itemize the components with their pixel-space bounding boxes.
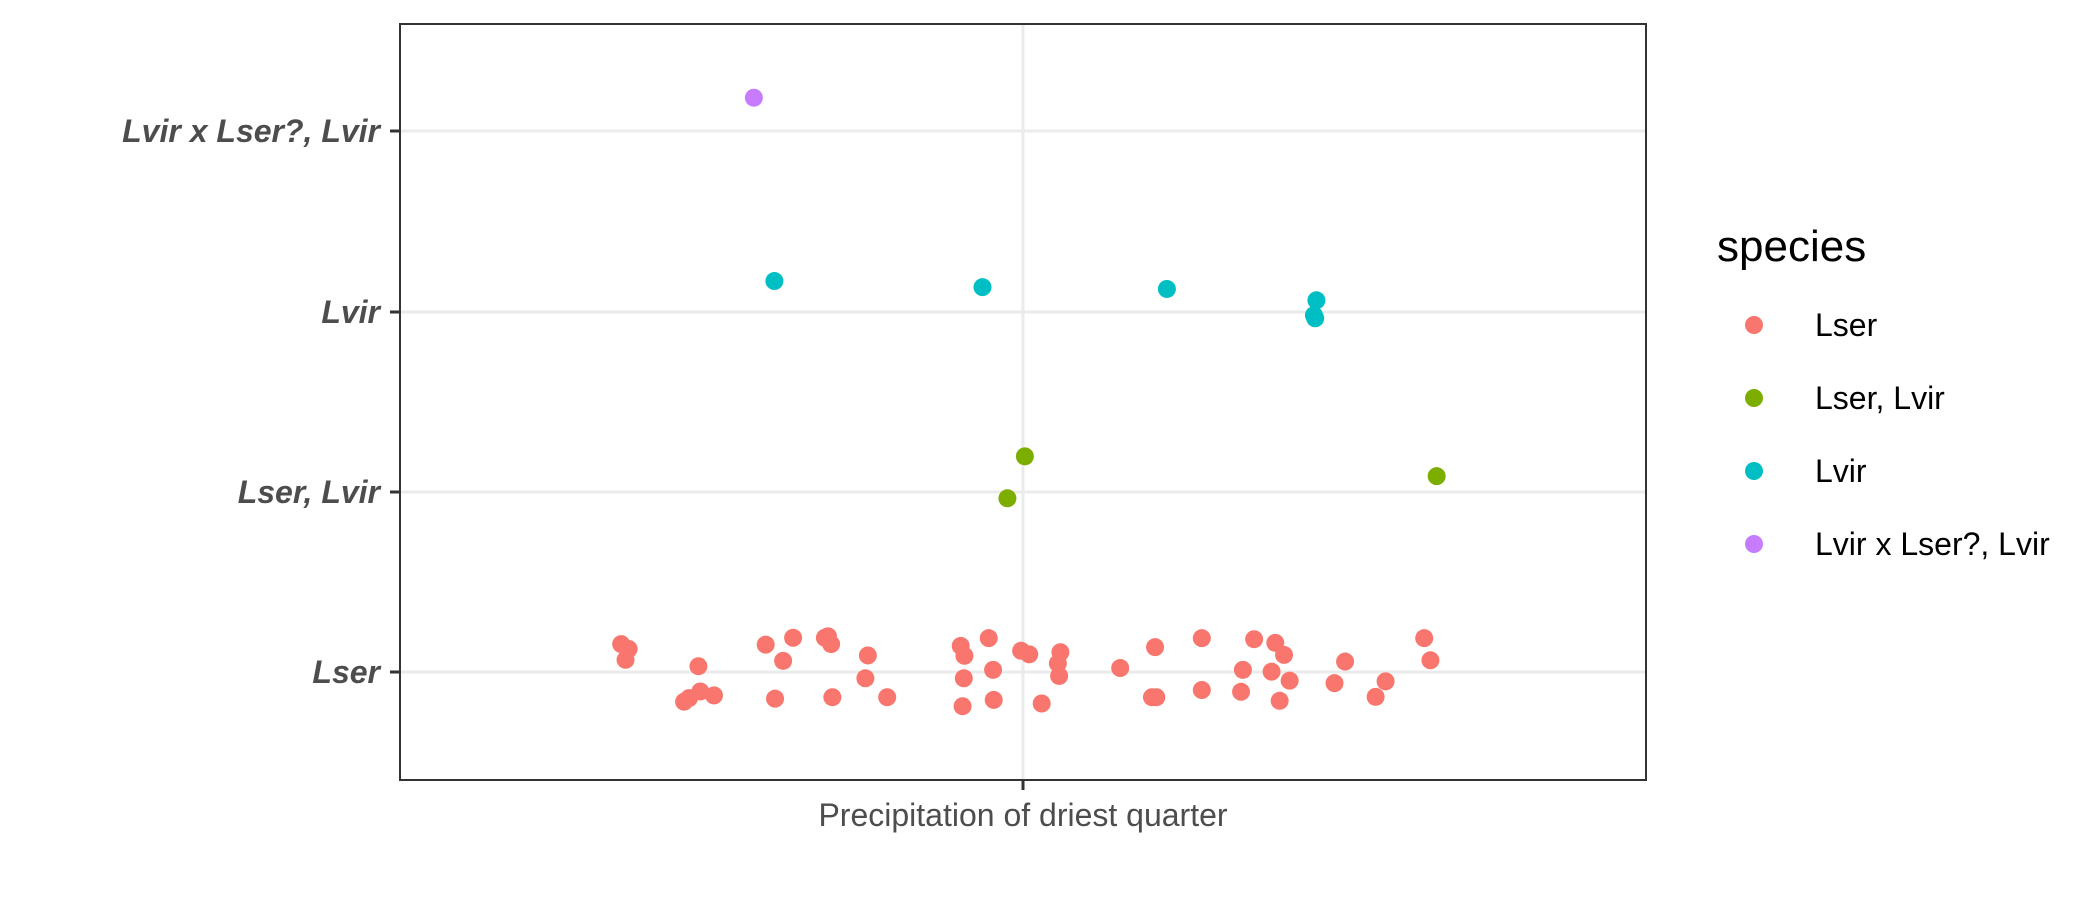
data-point xyxy=(1415,629,1434,648)
data-point xyxy=(1427,467,1446,486)
axis-ticks: Lser Lser, Lvir Lvir Lvir x Lser?, Lvir Prec… xyxy=(122,113,1228,833)
data-point xyxy=(744,88,763,107)
data-point xyxy=(1270,691,1289,710)
data-point xyxy=(815,628,834,647)
data-point xyxy=(1192,681,1211,699)
data-point xyxy=(1032,694,1051,713)
data-point xyxy=(1325,674,1344,693)
data-point xyxy=(984,660,1003,679)
data-point xyxy=(984,690,1003,709)
data-point xyxy=(1233,660,1252,679)
legend-title: species xyxy=(1717,222,1866,271)
data-point xyxy=(823,688,842,707)
y-tick-label: Lvir xyxy=(321,294,381,330)
data-point xyxy=(774,651,793,670)
data-point xyxy=(979,629,998,648)
data-point xyxy=(1050,666,1069,685)
x-tick-label: Precipitation of driest quarter xyxy=(818,797,1227,833)
data-point xyxy=(616,650,635,669)
data-point xyxy=(1232,682,1251,701)
data-point xyxy=(856,669,875,688)
legend-key xyxy=(1745,535,1763,553)
y-tick-label: Lvir x Lser?, Lvir xyxy=(122,113,381,149)
legend-key xyxy=(1745,389,1763,407)
data-point xyxy=(1376,672,1395,691)
legend-label: Lvir xyxy=(1815,453,1867,489)
legend-key xyxy=(1745,316,1763,334)
data-point xyxy=(1262,662,1281,681)
data-point xyxy=(1147,688,1166,707)
data-point xyxy=(955,646,974,665)
data-point xyxy=(1111,659,1130,678)
data-point xyxy=(1280,671,1299,690)
data-point xyxy=(954,669,973,688)
y-tick-label: Lser xyxy=(312,654,381,690)
data-point xyxy=(998,489,1017,508)
data-point xyxy=(973,278,992,297)
data-point xyxy=(1421,651,1440,670)
legend: species Lser Lser, Lvir Lvir Lvir x Lser?, … xyxy=(1717,222,2050,562)
data-point xyxy=(756,635,775,654)
data-point xyxy=(1020,645,1039,664)
data-point xyxy=(766,689,785,708)
data-point xyxy=(765,272,784,291)
data-point xyxy=(1015,447,1034,466)
y-tick-label: Lser, Lvir xyxy=(238,474,382,510)
legend-label: Lser, Lvir xyxy=(1815,380,1945,416)
data-point xyxy=(691,682,710,701)
grid-lines xyxy=(400,24,1646,780)
data-point xyxy=(704,686,723,705)
data-point xyxy=(1245,630,1264,649)
data-point xyxy=(1366,687,1385,706)
data-point xyxy=(1192,629,1211,648)
data-point xyxy=(1336,652,1355,671)
data-point xyxy=(1307,291,1326,310)
legend-label: Lvir x Lser?, Lvir xyxy=(1815,526,2050,562)
legend-label: Lser xyxy=(1815,307,1878,343)
data-point xyxy=(1306,309,1325,328)
data-point xyxy=(878,688,897,707)
data-point xyxy=(689,657,708,676)
data-point xyxy=(1275,645,1294,664)
data-point xyxy=(953,697,972,716)
data-points xyxy=(612,88,1446,716)
data-point xyxy=(1146,638,1165,657)
data-point xyxy=(784,628,803,647)
legend-key xyxy=(1745,462,1763,480)
data-point xyxy=(1157,279,1176,298)
data-point xyxy=(858,646,877,665)
